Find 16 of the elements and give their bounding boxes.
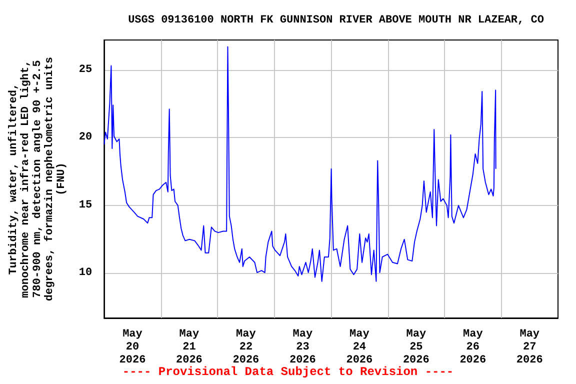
x-tick-label: May 23 2026 <box>289 328 316 366</box>
y-tick-label: 25 <box>78 64 92 76</box>
y-tick-label: 20 <box>78 132 92 144</box>
line-series <box>104 46 496 282</box>
x-tick-label: May 20 2026 <box>119 328 146 366</box>
x-tick-label: May 25 2026 <box>402 328 430 366</box>
y-axis-title: Turbidity, water, unfiltered, monochrome near infra-red LED light, 780-900 nm, detection angle 90 +-2.5 degrees, formazin nephelometric units (FNU) <box>7 56 68 302</box>
y-tick-label: 15 <box>78 199 92 212</box>
y-tick-label: 10 <box>78 267 92 280</box>
x-tick-label: May 22 2026 <box>232 328 260 366</box>
text: ---- Provisional Data Subject to Revision ---- <box>122 365 454 379</box>
x-tick-label: May 21 2026 <box>176 328 202 366</box>
x-tick-label: May 27 2026 <box>516 328 543 366</box>
chart-title: USGS 09136100 NORTH FK GUNNISON RIVER ABOVE MOUTH NR LAZEAR, CO <box>128 14 544 26</box>
x-tick-label: May 24 2026 <box>346 328 373 366</box>
x-tick-label: May 26 2026 <box>460 328 486 366</box>
